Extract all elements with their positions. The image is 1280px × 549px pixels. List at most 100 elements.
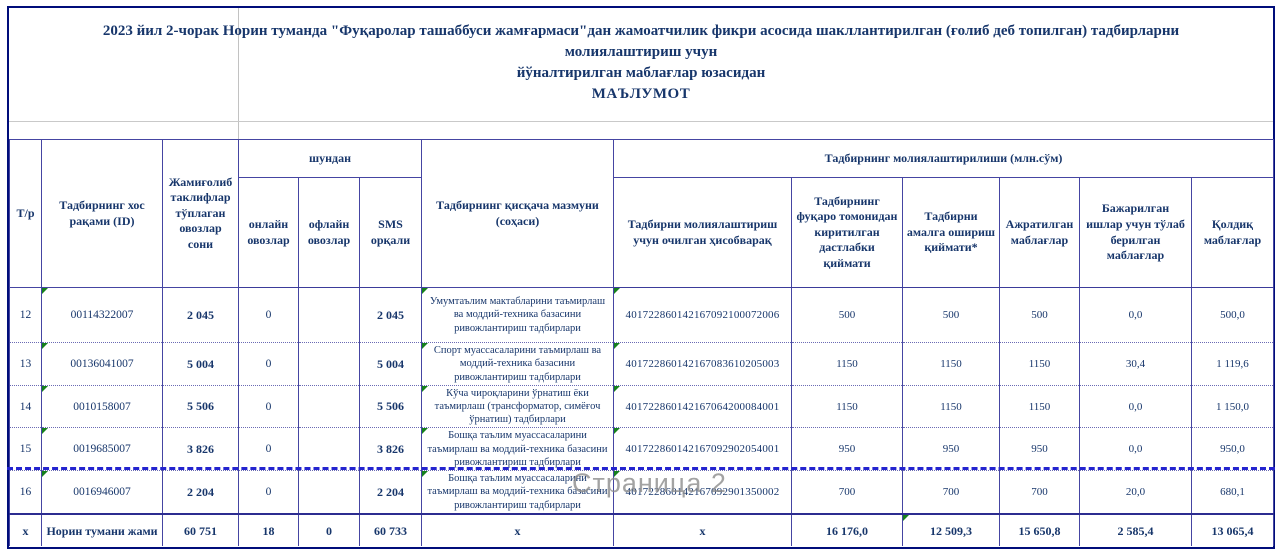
col-header-total-votes: Жамиғолиб таклифлар тўплаган овозлар сон… xyxy=(162,139,239,288)
cell-tr: 13 xyxy=(9,342,42,386)
cell-implementation: 950 xyxy=(902,427,1000,471)
totals-remainder: 13 065,4 xyxy=(1190,513,1275,547)
cell-id: 00114322007 xyxy=(41,287,163,343)
cell-remainder: 500,0 xyxy=(1190,287,1275,343)
page-number-watermark: Страница 2 xyxy=(572,468,727,498)
totals-implementation: 12 509,3 xyxy=(902,513,1000,547)
cell-total-votes: 2 204 xyxy=(162,469,239,515)
report-title-line-4: МАЪЛУМОТ xyxy=(591,86,691,102)
table-totals-row: х Норин тумани жами 60 751 18 0 60 733 х… xyxy=(9,513,1275,547)
cell-total-votes: 5 004 xyxy=(162,342,239,386)
cell-offline xyxy=(298,384,360,429)
cell-content: Умумтаълим мактабларини таъмирлаш ва мод… xyxy=(421,287,614,343)
report-title-line-1: 2023 йил 2-чорак Норин туманда "Фуқарола… xyxy=(102,23,1180,39)
cell-online: 0 xyxy=(238,342,299,386)
table-row: 16 0016946007 2 204 0 2 204 Бошқа таълим… xyxy=(9,469,1275,515)
cell-initial: 950 xyxy=(791,427,903,471)
report-title-block: 2023 йил 2-чорак Норин туманда "Фуқарола… xyxy=(9,8,1273,139)
cell-id: 00136041007 xyxy=(41,342,163,386)
col-header-remainder: Қолдиқ маблағлар xyxy=(1190,177,1275,288)
cell-remainder: 950,0 xyxy=(1190,427,1275,471)
col-header-shundan-span: шундан xyxy=(238,139,422,178)
cell-paid: 0,0 xyxy=(1079,287,1192,343)
cell-online: 0 xyxy=(238,469,299,515)
cell-total-votes: 5 506 xyxy=(162,384,239,429)
totals-initial: 16 176,0 xyxy=(791,513,903,547)
table-row: 12 00114322007 2 045 0 2 045 Умумтаълим … xyxy=(9,287,1275,343)
cell-account: 401722860142167083610205003 xyxy=(613,342,792,386)
col-header-paid: Бажарилган ишлар учун тўлаб берилган маб… xyxy=(1079,177,1192,288)
totals-sms: 60 733 xyxy=(359,513,422,547)
table-header: Т/р Тадбирнинг хос рақами (ID) Жамиғолиб… xyxy=(9,139,1275,288)
totals-paid: 2 585,4 xyxy=(1079,513,1192,547)
totals-offline: 0 xyxy=(298,513,360,547)
cell-content: Бошқа таълим муассасаларини таъмирлаш ва… xyxy=(421,427,614,471)
cell-sms: 2 045 xyxy=(359,287,422,343)
cell-paid: 0,0 xyxy=(1079,384,1192,429)
faint-gridline-horizontal xyxy=(9,121,1273,122)
cell-remainder: 680,1 xyxy=(1190,469,1275,515)
col-header-content: Тадбирнинг қисқача мазмуни (соҳаси) xyxy=(421,139,614,288)
cell-sms: 3 826 xyxy=(359,427,422,471)
cell-online: 0 xyxy=(238,384,299,429)
cell-online: 0 xyxy=(238,427,299,471)
cell-initial: 500 xyxy=(791,287,903,343)
cell-tr: 12 xyxy=(9,287,42,343)
page-break-dashed-line xyxy=(7,467,1275,470)
cell-allocated: 500 xyxy=(999,287,1080,343)
totals-total-votes: 60 751 xyxy=(162,513,239,547)
cell-allocated: 700 xyxy=(999,469,1080,515)
cell-account: 401722860142167092901350002 xyxy=(613,469,792,515)
cell-offline xyxy=(298,287,360,343)
report-table: Т/р Тадбирнинг хос рақами (ID) Жамиғолиб… xyxy=(9,139,1275,547)
cell-paid: 0,0 xyxy=(1079,427,1192,471)
cell-initial: 700 xyxy=(791,469,903,515)
col-header-offline-votes: офлайн овозлар xyxy=(298,177,360,288)
cell-id: 0016946007 xyxy=(41,469,163,515)
cell-initial: 1150 xyxy=(791,384,903,429)
col-header-initial-value: Тадбирнинг фуқаро томонидан киритилган д… xyxy=(791,177,903,288)
cell-id: 0010158007 xyxy=(41,384,163,429)
cell-allocated: 1150 xyxy=(999,342,1080,386)
col-header-implementation-value: Тадбирни амалга ошириш қиймати* xyxy=(902,177,1000,288)
cell-offline xyxy=(298,342,360,386)
cell-online: 0 xyxy=(238,287,299,343)
cell-account: 401722860142167064200084001 xyxy=(613,384,792,429)
cell-sms: 5 506 xyxy=(359,384,422,429)
totals-account: х xyxy=(613,513,792,547)
cell-account: 401722860142167092100072006 xyxy=(613,287,792,343)
cell-remainder: 1 119,6 xyxy=(1190,342,1275,386)
report-sheet: 2023 йил 2-чорак Норин туманда "Фуқарола… xyxy=(7,6,1275,549)
cell-remainder: 1 150,0 xyxy=(1190,384,1275,429)
table-row: 13 00136041007 5 004 0 5 004 Спорт муасс… xyxy=(9,342,1275,386)
cell-sms: 2 204 xyxy=(359,469,422,515)
cell-implementation: 700 xyxy=(902,469,1000,515)
cell-content: Бошқа таълим муассасаларини таъмирлаш ва… xyxy=(421,469,614,515)
report-title-line-3: йўналтирилган маблағлар юзасидан xyxy=(516,65,766,81)
col-header-online-votes: онлайн овозлар xyxy=(238,177,299,288)
cell-implementation: 1150 xyxy=(902,384,1000,429)
totals-online: 18 xyxy=(238,513,299,547)
cell-total-votes: 2 045 xyxy=(162,287,239,343)
cell-content: Спорт муассасаларини таъмирлаш ва моддий… xyxy=(421,342,614,386)
col-header-allocated: Ажратилган маблағлар xyxy=(999,177,1080,288)
cell-offline xyxy=(298,469,360,515)
cell-paid: 30,4 xyxy=(1079,342,1192,386)
cell-allocated: 1150 xyxy=(999,384,1080,429)
report-title-line-2: молиялаштириш учун xyxy=(564,44,718,60)
cell-content: Кўча чироқларини ўрнатиш ёки таъмирлаш (… xyxy=(421,384,614,429)
report-title: 2023 йил 2-чорак Норин туманда "Фуқарола… xyxy=(9,8,1273,105)
cell-paid: 20,0 xyxy=(1079,469,1192,515)
cell-tr: 14 xyxy=(9,384,42,429)
cell-account: 401722860142167092902054001 xyxy=(613,427,792,471)
col-header-account: Тадбирни молиялаштириш учун очилган ҳисо… xyxy=(613,177,792,288)
totals-tr: х xyxy=(9,513,42,547)
totals-label: Норин тумани жами xyxy=(41,513,163,547)
col-header-id: Тадбирнинг хос рақами (ID) xyxy=(41,139,163,288)
cell-tr: 16 xyxy=(9,469,42,515)
cell-implementation: 500 xyxy=(902,287,1000,343)
cell-tr: 15 xyxy=(9,427,42,471)
col-header-tr: Т/р xyxy=(9,139,42,288)
cell-initial: 1150 xyxy=(791,342,903,386)
